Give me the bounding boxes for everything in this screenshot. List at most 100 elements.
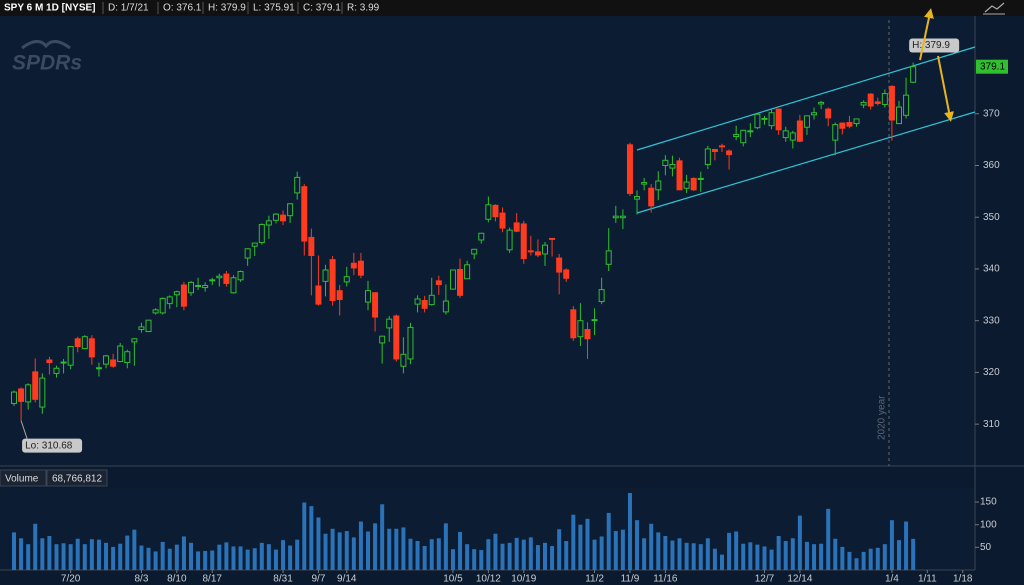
volume-bar <box>670 540 675 570</box>
volume-bar <box>847 551 852 570</box>
volume-bar <box>875 547 880 570</box>
candle-body <box>570 309 577 339</box>
volume-bar <box>769 549 774 570</box>
y-tick-label: 340 <box>983 264 1000 275</box>
candle-body <box>230 277 237 294</box>
volume-bar <box>698 544 703 570</box>
volume-bar <box>89 539 94 570</box>
volume-bar <box>189 542 193 570</box>
volume-bar <box>804 541 809 570</box>
volume-bar <box>826 508 831 570</box>
volume-bar <box>422 545 427 570</box>
volume-bar <box>854 558 859 570</box>
volume-bar <box>755 544 760 570</box>
volume-bar <box>47 536 52 570</box>
candle-body <box>145 319 152 333</box>
volume-bar <box>19 538 24 570</box>
candle-body <box>896 106 902 125</box>
candle-body <box>881 93 888 105</box>
candle-body <box>598 289 605 303</box>
volume-bar <box>316 517 321 570</box>
candle-body <box>11 391 17 404</box>
candle-body <box>152 309 159 314</box>
volume-bar <box>889 520 894 570</box>
volume-bar <box>358 521 363 570</box>
volume-bar <box>26 544 31 570</box>
volume-bar <box>550 545 555 570</box>
volume-bar <box>649 523 654 570</box>
candle-body <box>747 130 754 133</box>
chart-icon[interactable] <box>984 2 1005 13</box>
x-tick-label: 11/16 <box>653 574 678 585</box>
candle-body <box>733 133 740 138</box>
candle-body <box>138 326 145 330</box>
candle-body <box>315 285 322 305</box>
header-item: D: 1/7/21 <box>108 3 149 14</box>
volume-bar <box>627 492 632 570</box>
channel-upper <box>636 46 976 151</box>
candle-body <box>612 215 619 219</box>
header-item: O: 376.1 <box>163 3 202 14</box>
volume-bar <box>245 549 250 570</box>
candle-body <box>336 290 343 300</box>
y-tick-label: 330 <box>983 315 1000 326</box>
volume-bar <box>302 502 307 570</box>
volume-bar <box>677 538 682 570</box>
volume-bar <box>380 504 385 570</box>
volume-bar <box>224 542 229 570</box>
x-tick-label: 8/10 <box>167 574 187 585</box>
volume-bar <box>712 548 717 570</box>
candle-body <box>655 180 662 191</box>
volume-bar <box>259 542 264 570</box>
candle-body <box>485 204 492 220</box>
volume-bar <box>217 544 222 570</box>
price-panel <box>0 16 975 466</box>
candle-body <box>400 353 407 367</box>
volume-bar <box>61 543 66 570</box>
volume-bar <box>153 551 158 570</box>
header-title: SPY 6 M 1D [NYSE] <box>4 3 96 14</box>
volume-bar <box>500 543 505 570</box>
volume-bar <box>861 551 866 570</box>
candle-body <box>428 294 435 306</box>
candle-body <box>280 214 287 222</box>
candle-body <box>619 215 626 219</box>
watermark: SPDRs <box>12 52 82 75</box>
candle-body <box>464 264 471 280</box>
volume-tick-label: 150 <box>980 497 997 508</box>
volume-bar <box>819 543 824 570</box>
candle-body <box>287 203 294 217</box>
volume-tick-label: 100 <box>980 519 997 530</box>
candle-body <box>761 117 768 120</box>
volume-bar <box>578 524 583 570</box>
volume-bar <box>897 540 901 570</box>
volume-bar <box>12 532 16 570</box>
volume-bar <box>705 538 710 570</box>
volume-bar <box>599 536 604 570</box>
candle-body <box>853 118 860 125</box>
candle-body <box>195 285 202 288</box>
candle-body <box>556 257 563 273</box>
volume-bar <box>295 539 300 570</box>
watermark-logo <box>21 40 71 50</box>
volume-bar <box>904 521 909 570</box>
volume-bar <box>606 512 611 570</box>
candle-body <box>789 132 796 141</box>
volume-bar <box>252 548 257 570</box>
volume-bar <box>691 543 696 570</box>
volume-bar <box>40 538 45 570</box>
x-tick-label: 11/9 <box>621 574 640 585</box>
header-bar <box>0 0 1024 16</box>
x-tick-label: 9/7 <box>311 574 325 585</box>
candle-body <box>719 145 725 148</box>
volume-bar <box>281 540 286 570</box>
volume-bar <box>592 539 597 570</box>
volume-bar <box>882 544 887 570</box>
candle-body <box>860 101 867 106</box>
candle-body <box>159 297 166 314</box>
candle-body <box>888 85 895 121</box>
volume-bar <box>54 544 59 570</box>
candle-body <box>244 248 251 259</box>
candle-body <box>46 359 53 364</box>
volume-bar <box>266 544 271 570</box>
